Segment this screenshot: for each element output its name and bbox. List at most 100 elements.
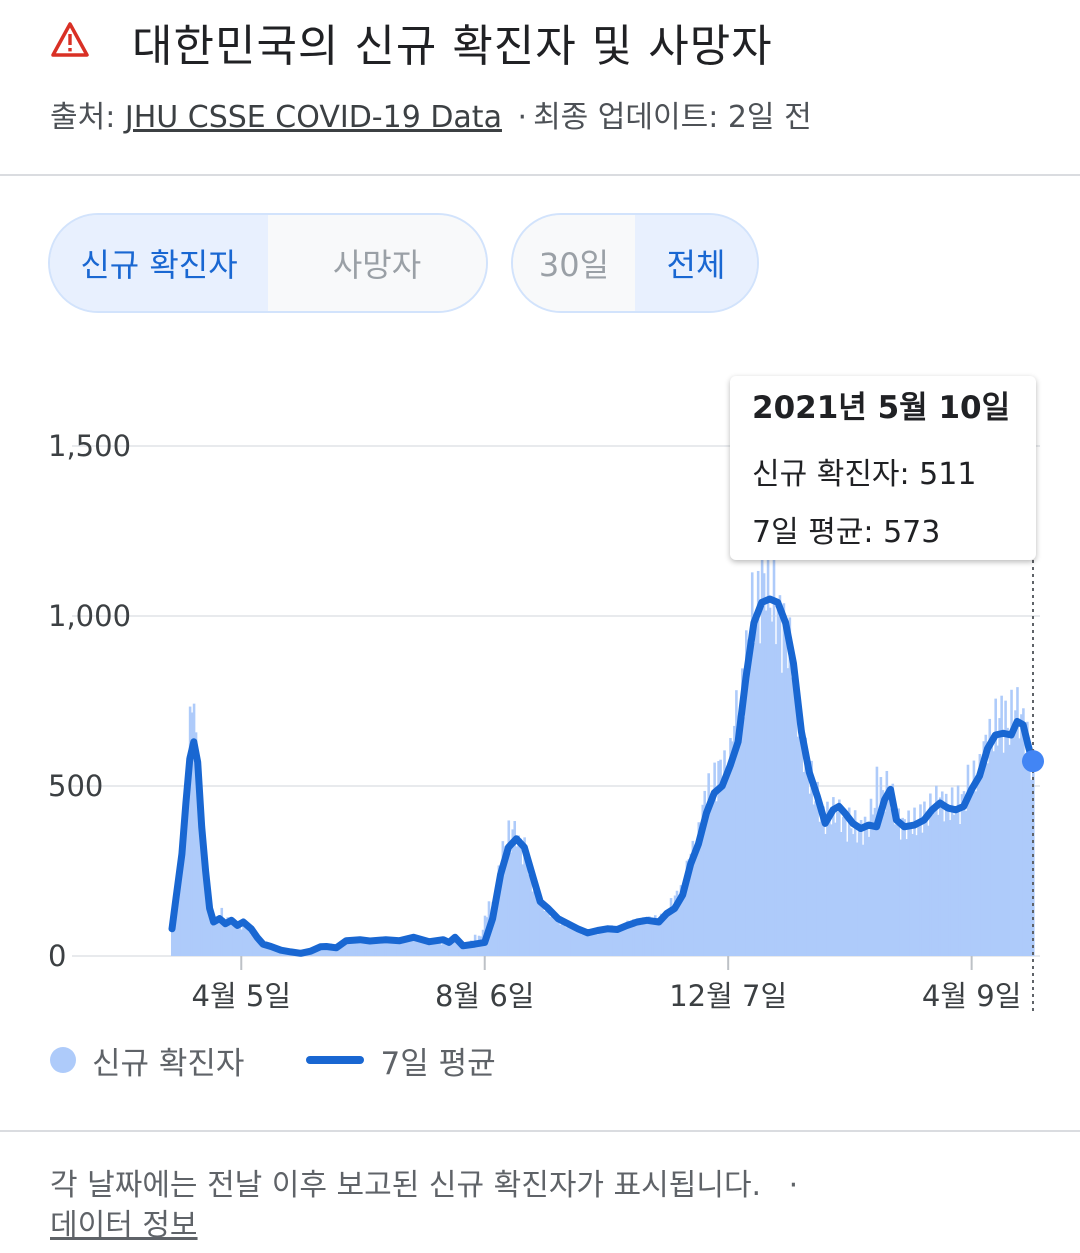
range-toggle: 30일 전체 [511, 213, 759, 313]
daily-case-bar [948, 820, 952, 956]
source-prefix: 출처: [50, 100, 116, 135]
daily-case-bar [198, 781, 202, 956]
daily-case-bar [242, 919, 245, 956]
daily-case-bar [497, 865, 501, 956]
daily-case-bar [454, 941, 457, 956]
daily-case-bar [826, 801, 829, 956]
daily-case-bar [1012, 726, 1015, 956]
daily-case-bar [875, 766, 879, 956]
daily-case-bar [501, 841, 505, 956]
daily-case-bar [810, 760, 813, 956]
daily-case-bar [582, 930, 586, 956]
daily-case-bar [317, 946, 321, 956]
average-line-path [168, 595, 1037, 957]
daily-case-bar [830, 824, 833, 956]
daily-case-bar [630, 925, 633, 956]
tab-deaths[interactable]: 사망자 [268, 215, 486, 311]
daily-case-bar [461, 946, 465, 956]
daily-case-bar [1032, 749, 1035, 956]
daily-case-bar [531, 891, 534, 956]
daily-case-bar [349, 940, 352, 956]
daily-case-bar [564, 927, 568, 956]
daily-case-bar [188, 706, 192, 956]
x-tick-label: 4월 9일 [922, 979, 1021, 1013]
daily-case-bar [917, 819, 920, 956]
daily-case-bar [940, 791, 944, 956]
legend-cases-label: 신규 확진자 [92, 1045, 245, 1082]
daily-case-bar [636, 920, 639, 956]
source-line: 출처: JHU CSSE COVID-19 Data · 최종 업데이트: 2일 … [50, 92, 812, 136]
daily-case-bar [990, 741, 994, 956]
daily-case-bar [958, 824, 962, 956]
daily-case-bar [788, 617, 792, 956]
daily-case-bar [400, 939, 404, 956]
daily-case-bar [972, 760, 976, 956]
daily-case-bar [741, 668, 744, 956]
cases-chart[interactable]: 0 500 1,000 1,500 4월 5일 8월 6일 12월 7일 4월 9일 [0, 340, 1080, 1030]
daily-case-bar [321, 947, 325, 956]
daily-case-bar [256, 940, 259, 956]
daily-case-bar [440, 944, 443, 956]
daily-case-bar [818, 821, 821, 956]
daily-case-bar [234, 928, 237, 956]
daily-case-bar [838, 799, 841, 956]
daily-case-bar [976, 772, 980, 956]
daily-case-bar [671, 907, 675, 956]
daily-case-bar [206, 897, 210, 956]
daily-case-bar [820, 802, 823, 956]
daily-case-bar [410, 937, 414, 956]
daily-case-bar [840, 832, 843, 956]
daily-case-bar [746, 639, 750, 956]
daily-case-bar [218, 921, 222, 956]
daily-case-bar [760, 545, 764, 956]
daily-case-bar [929, 793, 932, 956]
daily-case-bar [337, 947, 340, 956]
daily-case-bar [891, 783, 895, 956]
daily-case-bar [968, 787, 972, 956]
daily-case-bar [202, 866, 206, 956]
daily-case-bar [828, 817, 831, 956]
tab-all-time[interactable]: 전체 [635, 215, 757, 311]
daily-case-bar [998, 718, 1001, 956]
data-info-link[interactable]: 데이터 정보 [50, 1208, 198, 1243]
daily-case-bar [570, 927, 574, 956]
daily-case-bar [834, 822, 837, 956]
daily-case-bar [612, 930, 615, 956]
daily-case-bar [822, 806, 825, 956]
daily-case-bar [339, 942, 342, 956]
footer-note-text: 각 날짜에는 전날 이후 보고된 신규 확진자가 표시됩니다. [50, 1168, 762, 1203]
daily-case-bar [424, 942, 427, 956]
daily-case-bar [964, 810, 968, 956]
daily-case-bar [693, 849, 697, 956]
tooltip-cases: 신규 확진자: 511 [752, 457, 977, 492]
daily-case-bar [638, 918, 641, 956]
x-tick-label: 8월 6일 [435, 979, 534, 1013]
tab-new-cases[interactable]: 신규 확진자 [50, 215, 268, 311]
daily-case-bar [725, 772, 728, 956]
daily-case-bar [361, 938, 364, 956]
tooltip-average: 7일 평균: 573 [752, 515, 941, 550]
daily-case-bar [650, 921, 653, 956]
tab-30-days[interactable]: 30일 [513, 215, 635, 311]
daily-case-bar [422, 940, 425, 956]
source-link[interactable]: JHU CSSE COVID-19 Data [124, 100, 502, 135]
daily-case-bar [988, 718, 992, 956]
daily-case-bar [901, 817, 904, 956]
chart-legend: 신규 확진자 7일 평균 [50, 1035, 496, 1085]
daily-case-bar [881, 790, 885, 956]
daily-case-bar [618, 931, 621, 956]
daily-case-bar [345, 938, 348, 956]
daily-case-bar [450, 943, 453, 956]
daily-case-bar [933, 808, 936, 956]
daily-case-bar [537, 902, 540, 956]
daily-case-bar [600, 928, 604, 956]
metric-toggle: 신규 확진자 사망자 [48, 213, 488, 313]
y-axis-labels: 0 500 1,000 1,500 [48, 429, 131, 973]
daily-case-bar [1008, 744, 1011, 956]
daily-case-bar [588, 930, 592, 956]
legend-average-swatch [306, 1056, 365, 1064]
daily-case-bar [267, 947, 271, 956]
daily-case-bar [836, 812, 839, 956]
daily-case-bar [780, 672, 784, 956]
daily-case-bar [634, 925, 637, 956]
